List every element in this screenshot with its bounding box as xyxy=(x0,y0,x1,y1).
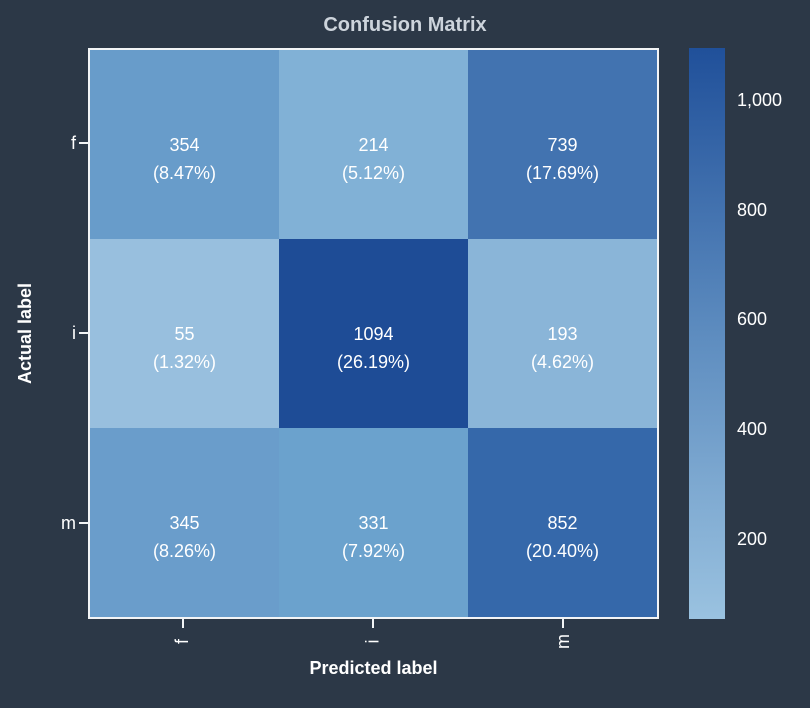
colorbar-tick-800: 800 xyxy=(737,200,768,220)
y-tick-label-m: m xyxy=(61,513,76,533)
cell-value: 354 (8.47%) xyxy=(152,134,217,183)
cell-m-f: 345 (8.26%) xyxy=(90,428,279,617)
cell-value: 1094 (26.19%) xyxy=(336,323,411,372)
cell-f-i: 214 (5.12%) xyxy=(279,50,468,239)
cell-f-f: 354 (8.47%) xyxy=(90,50,279,239)
cell-m-i: 331 (7.92%) xyxy=(279,428,468,617)
y-tick-m xyxy=(79,522,88,524)
cell-value: 331 (7.92%) xyxy=(341,512,406,561)
cell-value: 214 (5.12%) xyxy=(341,134,406,183)
x-tick-label-m: m xyxy=(552,633,573,649)
x-tick-label-f: f xyxy=(172,638,193,644)
cell-value: 739 (17.69%) xyxy=(525,134,600,183)
cell-i-i: 1094 (26.19%) xyxy=(279,239,468,428)
cell-value: 852 (20.40%) xyxy=(525,512,600,561)
heatmap-plot-area: 354 (8.47%) 214 (5.12%) 739 (17.69%) 55 (1.3… xyxy=(88,48,659,619)
colorbar-gradient xyxy=(689,48,725,619)
colorbar-tick-600: 600 xyxy=(737,309,768,329)
colorbar-tick-1000: 1,000 xyxy=(737,90,783,110)
cell-value: 345 (8.26%) xyxy=(152,512,217,561)
colorbar-tick-400: 400 xyxy=(737,419,768,439)
cell-value: 193 (4.62%) xyxy=(530,323,595,372)
y-tick-label-f: f xyxy=(70,133,76,153)
cell-f-m: 739 (17.69%) xyxy=(468,50,657,239)
x-tick-m xyxy=(562,619,564,628)
chart-title: Confusion Matrix xyxy=(323,14,487,36)
x-tick-f xyxy=(182,619,184,628)
cell-value: 55 (1.32%) xyxy=(152,323,217,372)
cell-m-m: 852 (20.40%) xyxy=(468,428,657,617)
x-tick-label-i: i xyxy=(362,639,383,643)
y-tick-f xyxy=(79,142,88,144)
y-axis-title-text: Actual label xyxy=(15,282,36,385)
y-tick-i xyxy=(79,332,88,334)
y-tick-label-i: i xyxy=(72,323,76,343)
cell-i-f: 55 (1.32%) xyxy=(90,239,279,428)
x-axis-title: Predicted label xyxy=(309,658,438,678)
cell-i-m: 193 (4.62%) xyxy=(468,239,657,428)
x-tick-i xyxy=(372,619,374,628)
colorbar-tick-200: 200 xyxy=(737,529,768,549)
